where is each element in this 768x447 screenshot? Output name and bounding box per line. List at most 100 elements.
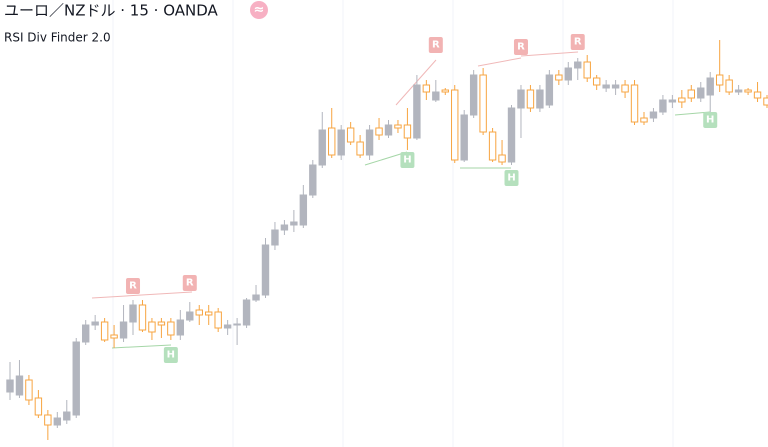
candle-body bbox=[91, 321, 99, 326]
signal-label: R bbox=[186, 278, 194, 289]
candle-body bbox=[176, 319, 185, 336]
candle-body bbox=[157, 321, 166, 326]
candle-body bbox=[451, 89, 459, 161]
candle-body bbox=[337, 129, 345, 156]
candle-body bbox=[649, 111, 658, 119]
candle-body bbox=[214, 311, 222, 329]
candle-body bbox=[498, 154, 506, 163]
candle-body bbox=[507, 107, 516, 163]
signal-label: H bbox=[167, 350, 175, 361]
candle-body bbox=[640, 117, 648, 123]
candle-body bbox=[309, 164, 317, 196]
signal-badge bbox=[428, 37, 443, 53]
candle-body bbox=[328, 127, 336, 156]
candle-body bbox=[25, 379, 33, 401]
candle-body bbox=[592, 77, 601, 86]
signal-badge bbox=[570, 34, 585, 50]
candle-body bbox=[44, 414, 52, 426]
candle-body bbox=[611, 84, 620, 89]
signal-badge bbox=[703, 112, 718, 128]
candle-body bbox=[356, 141, 364, 156]
candle-body bbox=[441, 89, 449, 93]
signal-label: R bbox=[129, 281, 137, 292]
candle-body bbox=[687, 89, 695, 99]
candle-body bbox=[186, 311, 194, 321]
candle-body bbox=[479, 74, 487, 133]
signal-badge bbox=[400, 152, 415, 168]
candle-body bbox=[413, 84, 421, 139]
candle-body bbox=[583, 61, 591, 79]
candles bbox=[6, 40, 768, 440]
candle-body bbox=[403, 124, 412, 139]
candle-body bbox=[138, 304, 147, 331]
indicator-label: RSI Div Finder 2.0 bbox=[4, 31, 111, 45]
candle-body bbox=[195, 309, 203, 316]
candle-body bbox=[460, 114, 468, 161]
chart-title: ユーロ／NZドル · 15 · OANDA bbox=[4, 2, 219, 20]
candle-body bbox=[384, 124, 393, 136]
candle-body bbox=[432, 91, 440, 101]
signal-label: H bbox=[706, 115, 714, 126]
signal-badge bbox=[126, 278, 141, 294]
candle-body bbox=[261, 244, 270, 296]
candle-body bbox=[744, 89, 752, 93]
candle-body bbox=[167, 321, 175, 336]
candle-body bbox=[394, 124, 402, 129]
candle-body bbox=[271, 229, 279, 246]
candle-body bbox=[630, 84, 639, 123]
candle-body bbox=[223, 324, 232, 329]
candle-body bbox=[346, 127, 355, 143]
candle-body bbox=[119, 321, 128, 339]
signal-badge bbox=[504, 170, 519, 186]
candle-body bbox=[706, 77, 714, 96]
candle-body bbox=[621, 84, 629, 93]
candle-body bbox=[574, 61, 582, 69]
candle-body bbox=[602, 84, 610, 89]
candle-body bbox=[659, 99, 667, 113]
candle-body bbox=[526, 89, 535, 109]
candle-body bbox=[725, 79, 733, 93]
signal-label: H bbox=[403, 155, 411, 166]
signal-label: R bbox=[574, 37, 582, 48]
signal-label: R bbox=[517, 42, 525, 53]
badge-bg[interactable] bbox=[250, 1, 268, 19]
signal-badge bbox=[513, 39, 528, 55]
candle-body bbox=[734, 89, 743, 93]
candle-body bbox=[110, 334, 118, 339]
candle-body bbox=[517, 89, 525, 109]
candle-body bbox=[205, 311, 213, 316]
candle-body bbox=[242, 299, 251, 326]
candle-body bbox=[318, 129, 326, 166]
candle-body bbox=[555, 74, 563, 81]
signal-badge bbox=[182, 275, 197, 291]
candle-body bbox=[15, 375, 24, 396]
signal-label: R bbox=[432, 40, 440, 51]
divergence-lines bbox=[91, 51, 711, 349]
candle-body bbox=[564, 67, 572, 81]
candle-body bbox=[715, 74, 724, 86]
candle-body bbox=[148, 321, 156, 333]
candle-body bbox=[34, 397, 43, 416]
candle-body bbox=[280, 224, 289, 231]
badge[interactable]: ≈ bbox=[254, 3, 265, 18]
candle-body bbox=[469, 74, 478, 116]
candle-body bbox=[365, 129, 374, 156]
candle-body bbox=[63, 411, 71, 421]
candle-body bbox=[697, 87, 705, 99]
candle-body bbox=[290, 221, 298, 226]
signal-label: H bbox=[507, 173, 515, 184]
candle-body bbox=[678, 97, 686, 103]
candle-body bbox=[488, 131, 497, 161]
candle-body bbox=[53, 417, 62, 426]
candle-body bbox=[82, 324, 90, 343]
signal-badge bbox=[163, 347, 178, 363]
candle-body bbox=[545, 74, 554, 106]
candle-body bbox=[375, 127, 383, 136]
annotations: R R H H R H R R H bbox=[126, 34, 718, 363]
candle-body bbox=[72, 341, 80, 416]
candle-body bbox=[763, 97, 768, 106]
candle-body bbox=[753, 91, 762, 99]
candle-body bbox=[536, 89, 544, 109]
gridlines bbox=[112, 0, 674, 447]
